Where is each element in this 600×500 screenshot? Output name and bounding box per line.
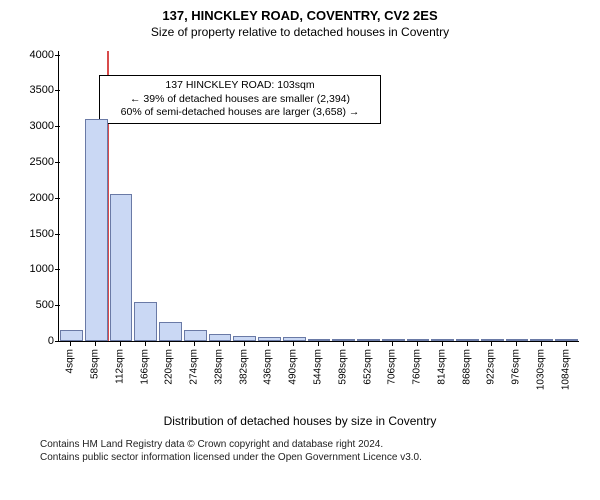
y-tick-label: 1500 (14, 228, 54, 240)
x-tick-label: 328sqm (213, 349, 224, 385)
x-tick-mark (541, 341, 542, 346)
x-tick-label: 1030sqm (535, 349, 546, 390)
page-subtitle: Size of property relative to detached ho… (0, 23, 600, 39)
histogram-bar (184, 330, 207, 341)
x-tick-mark (293, 341, 294, 346)
annotation-line2: ← 39% of detached houses are smaller (2,… (106, 93, 374, 107)
x-tick-mark (268, 341, 269, 346)
footer-line1: Contains HM Land Registry data © Crown c… (40, 438, 600, 451)
x-tick-label: 706sqm (387, 349, 398, 385)
annotation-box: 137 HINCKLEY ROAD: 103sqm ← 39% of detac… (99, 75, 381, 124)
x-tick-mark (467, 341, 468, 346)
x-tick-label: 4sqm (65, 349, 76, 373)
y-tick-label: 2000 (14, 192, 54, 204)
x-tick-mark (417, 341, 418, 346)
x-tick-label: 598sqm (337, 349, 348, 385)
x-tick-label: 976sqm (511, 349, 522, 385)
x-tick-label: 544sqm (313, 349, 324, 385)
footer: Contains HM Land Registry data © Crown c… (0, 434, 600, 464)
x-tick-mark (95, 341, 96, 346)
x-tick-mark (516, 341, 517, 346)
x-tick-mark (368, 341, 369, 346)
x-tick-mark (566, 341, 567, 346)
x-tick-mark (392, 341, 393, 346)
annotation-line3: 60% of semi-detached houses are larger (… (106, 106, 374, 120)
x-tick-label: 1084sqm (560, 349, 571, 390)
histogram-chart: Number of detached properties 137 HINCKL… (0, 39, 600, 434)
y-tick-label: 0 (14, 335, 54, 347)
x-tick-label: 382sqm (238, 349, 249, 385)
x-tick-mark (318, 341, 319, 346)
histogram-bar (60, 330, 83, 341)
x-tick-label: 652sqm (362, 349, 373, 385)
page-title: 137, HINCKLEY ROAD, COVENTRY, CV2 2ES (0, 0, 600, 23)
x-tick-mark (442, 341, 443, 346)
y-tick-label: 3500 (14, 84, 54, 96)
x-tick-mark (491, 341, 492, 346)
x-tick-label: 274sqm (189, 349, 200, 385)
y-tick-label: 2500 (14, 156, 54, 168)
histogram-bar (159, 322, 182, 341)
x-tick-label: 868sqm (461, 349, 472, 385)
plot-area: 137 HINCKLEY ROAD: 103sqm ← 39% of detac… (58, 51, 579, 342)
histogram-bar (85, 119, 108, 341)
x-tick-mark (244, 341, 245, 346)
footer-line2: Contains public sector information licen… (40, 451, 600, 464)
x-tick-mark (343, 341, 344, 346)
x-tick-mark (219, 341, 220, 346)
x-tick-mark (120, 341, 121, 346)
histogram-bar (209, 334, 232, 341)
x-tick-mark (194, 341, 195, 346)
histogram-bar (110, 194, 133, 341)
x-tick-mark (169, 341, 170, 346)
x-tick-label: 922sqm (486, 349, 497, 385)
x-axis-label: Distribution of detached houses by size … (0, 414, 600, 428)
x-tick-label: 436sqm (263, 349, 274, 385)
x-tick-label: 58sqm (90, 349, 101, 379)
x-tick-label: 490sqm (288, 349, 299, 385)
y-tick-label: 3000 (14, 120, 54, 132)
x-tick-label: 166sqm (139, 349, 150, 385)
y-tick-label: 1000 (14, 263, 54, 275)
x-tick-label: 814sqm (436, 349, 447, 385)
x-tick-mark (145, 341, 146, 346)
annotation-line1: 137 HINCKLEY ROAD: 103sqm (106, 79, 374, 93)
x-tick-label: 220sqm (164, 349, 175, 385)
y-tick-label: 4000 (14, 49, 54, 61)
y-tick-label: 500 (14, 299, 54, 311)
x-tick-label: 760sqm (412, 349, 423, 385)
x-tick-mark (70, 341, 71, 346)
x-tick-label: 112sqm (114, 349, 125, 384)
histogram-bar (134, 302, 157, 341)
